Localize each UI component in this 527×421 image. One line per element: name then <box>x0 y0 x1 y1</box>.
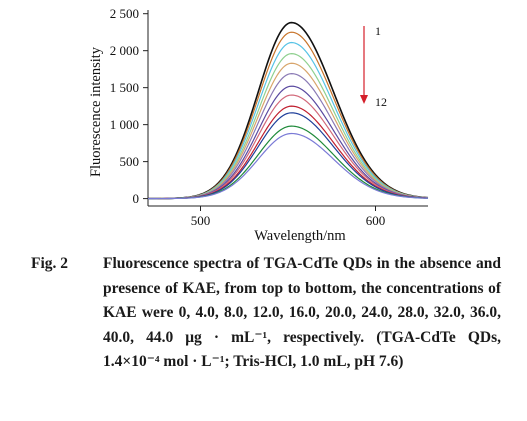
x-ticks: 500 600 <box>191 206 386 228</box>
x-tick-label: 500 <box>191 213 211 228</box>
x-axis-label: Wavelength/nm <box>254 228 346 244</box>
spectrum-line-2 <box>147 31 429 200</box>
spectrum-line-6 <box>148 73 429 200</box>
annotation-arrow-head <box>360 95 368 104</box>
x-tick-label: 600 <box>366 213 386 228</box>
order-annotation: 1 12 <box>360 24 387 109</box>
y-tick-label: 2 500 <box>110 6 139 21</box>
y-tick-label: 1 500 <box>110 80 139 95</box>
fluorescence-chart: 0 500 1 000 1 500 2 000 2 500 500 600 Fluoresc… <box>88 6 429 244</box>
y-tick-label: 500 <box>120 154 140 169</box>
y-tick-label: 1 000 <box>110 117 139 132</box>
y-ticks: 0 500 1 000 1 500 2 000 2 500 <box>110 6 148 206</box>
caption-text: Fluorescence spectra of TGA-CdTe QDs in … <box>103 255 501 370</box>
plot-frame <box>147 10 428 207</box>
annotation-bottom-label: 12 <box>375 95 387 109</box>
spectrum-line-1 <box>147 21 429 200</box>
caption-label: Fig. 2 <box>31 255 69 272</box>
spectrum-line-8 <box>148 94 429 200</box>
series-group <box>147 21 429 200</box>
y-tick-label: 2 000 <box>110 43 139 58</box>
y-axis-label: Fluorescence intensity <box>88 46 104 177</box>
spectrum-line-3 <box>148 41 429 200</box>
spectrum-line-5 <box>148 62 429 200</box>
annotation-top-label: 1 <box>375 24 381 38</box>
spectrum-line-12 <box>148 132 429 200</box>
y-tick-label: 0 <box>133 191 140 206</box>
